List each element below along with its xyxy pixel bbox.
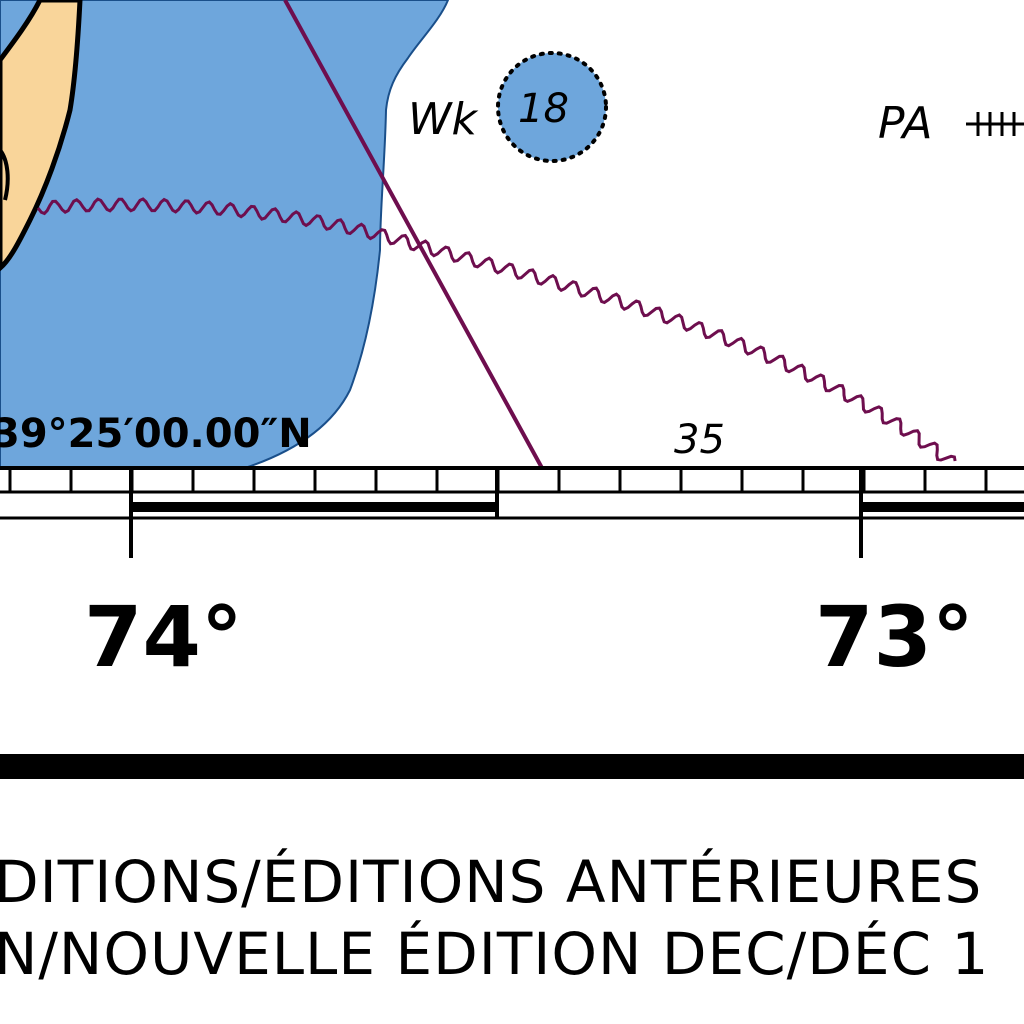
sounding-label: 35: [674, 417, 725, 463]
longitude-label-74: 74°: [84, 588, 243, 686]
land-area: [0, 0, 83, 272]
coastline-inner: [0, 148, 10, 201]
longitude-label-73: 73°: [815, 588, 974, 686]
wreck-symbol: [496, 51, 608, 163]
position-approximate-mark: [966, 112, 1024, 136]
submarine-cable-line: [36, 197, 957, 462]
previous-editions-label: DITIONS/ÉDITIONS ANTÉRIEURES: [0, 847, 982, 916]
chart-border-scale: [0, 466, 1024, 558]
pa-label: PA: [878, 98, 932, 149]
neatline-bar: [0, 754, 1024, 779]
wreck-depth-label: 18: [518, 86, 569, 132]
latitude-label: 39°25′00.00″N: [0, 411, 312, 457]
new-edition-label: N/NOUVELLE ÉDITION DEC/DÉC 1: [0, 919, 989, 988]
route-line: [283, 0, 544, 469]
wreck-label: Wk: [408, 94, 479, 145]
